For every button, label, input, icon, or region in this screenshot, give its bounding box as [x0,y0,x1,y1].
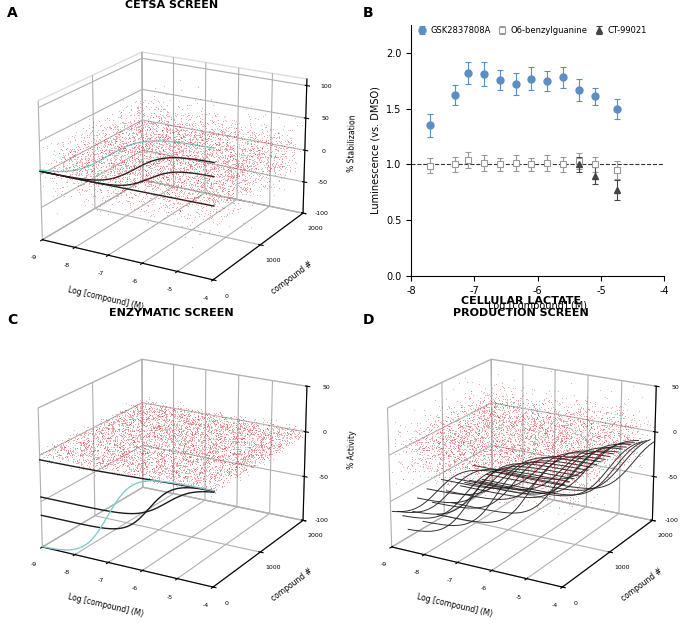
Y-axis label: compound #: compound # [270,566,315,603]
Title: CETSA SCREEN: CETSA SCREEN [125,1,218,11]
Text: A: A [7,6,18,20]
Title: CELLULAR LACTATE
PRODUCTION SCREEN: CELLULAR LACTATE PRODUCTION SCREEN [453,296,588,318]
Text: C: C [7,314,17,327]
Text: B: B [363,6,374,20]
X-axis label: Log [compound] (M): Log [compound] (M) [416,593,494,619]
Y-axis label: Luminescence (vs. DMSO): Luminescence (vs. DMSO) [371,87,380,214]
Text: D: D [363,314,375,327]
Y-axis label: compound #: compound # [619,566,664,603]
X-axis label: Log [compound] (M): Log [compound] (M) [67,593,145,619]
X-axis label: Log [compound] (M): Log [compound] (M) [67,285,145,312]
Legend: GSK2837808A, O6-benzylguanine, CT-99021: GSK2837808A, O6-benzylguanine, CT-99021 [415,24,649,36]
X-axis label: Log [compound] (M): Log [compound] (M) [488,301,587,311]
Title: ENZYMATIC SCREEN: ENZYMATIC SCREEN [109,308,234,318]
Y-axis label: compound #: compound # [270,259,315,295]
